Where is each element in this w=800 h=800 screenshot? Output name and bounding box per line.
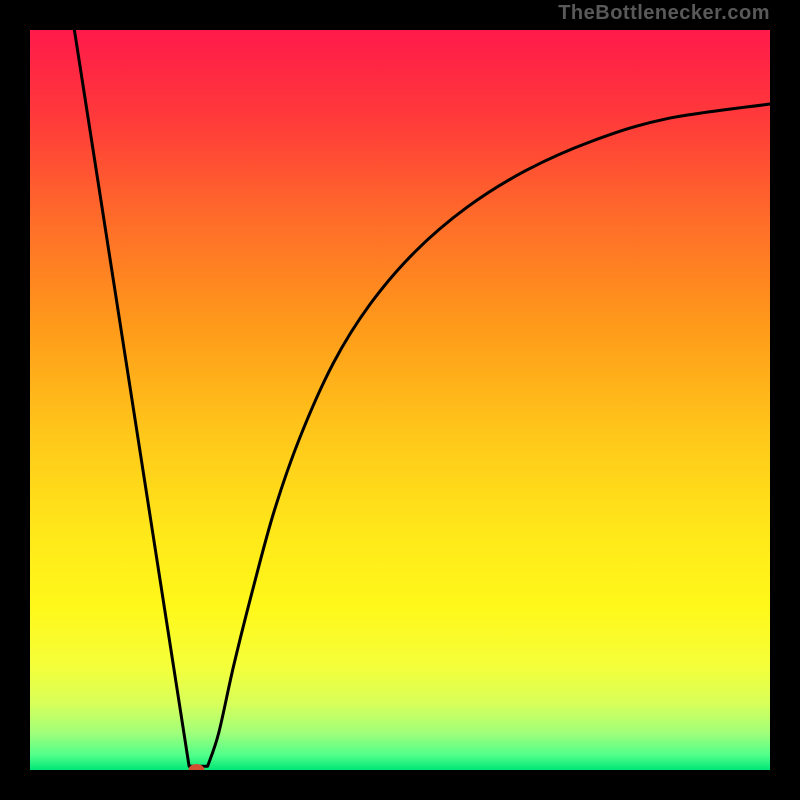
watermark-text: TheBottlenecker.com: [558, 2, 770, 25]
chart-container: TheBottlenecker.com: [0, 0, 800, 800]
plot-area: [30, 30, 770, 770]
bottleneck-curve-svg: [30, 30, 770, 770]
bottleneck-curve: [74, 30, 770, 766]
